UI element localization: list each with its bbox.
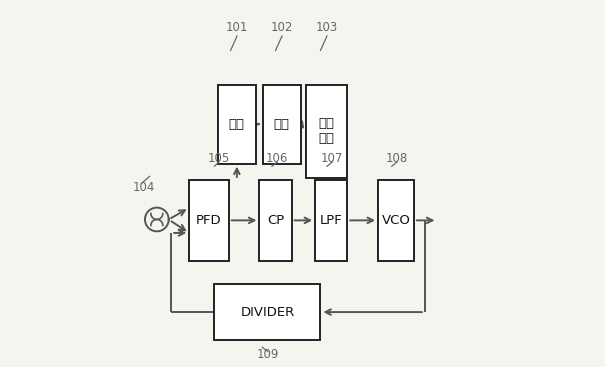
Text: 整流: 整流 [229, 118, 245, 131]
Text: PFD: PFD [196, 214, 222, 227]
Text: 109: 109 [257, 348, 279, 361]
FancyBboxPatch shape [315, 180, 347, 261]
Text: 滤波: 滤波 [274, 118, 290, 131]
Text: 101: 101 [226, 21, 248, 33]
FancyBboxPatch shape [378, 180, 414, 261]
FancyBboxPatch shape [263, 85, 301, 164]
Text: VCO: VCO [382, 214, 410, 227]
Text: 105: 105 [208, 152, 230, 165]
Text: 106: 106 [266, 152, 289, 165]
FancyBboxPatch shape [218, 85, 256, 164]
Text: 带宽
控制: 带宽 控制 [319, 117, 335, 145]
FancyBboxPatch shape [306, 85, 347, 178]
Text: 102: 102 [271, 21, 293, 33]
Text: 107: 107 [321, 152, 344, 165]
Text: 104: 104 [132, 181, 155, 194]
Text: CP: CP [267, 214, 284, 227]
Text: 103: 103 [316, 21, 338, 33]
Text: LPF: LPF [320, 214, 342, 227]
FancyBboxPatch shape [189, 180, 229, 261]
Text: DIVIDER: DIVIDER [240, 306, 295, 319]
FancyBboxPatch shape [214, 284, 321, 340]
Text: 108: 108 [386, 152, 408, 165]
FancyBboxPatch shape [260, 180, 292, 261]
